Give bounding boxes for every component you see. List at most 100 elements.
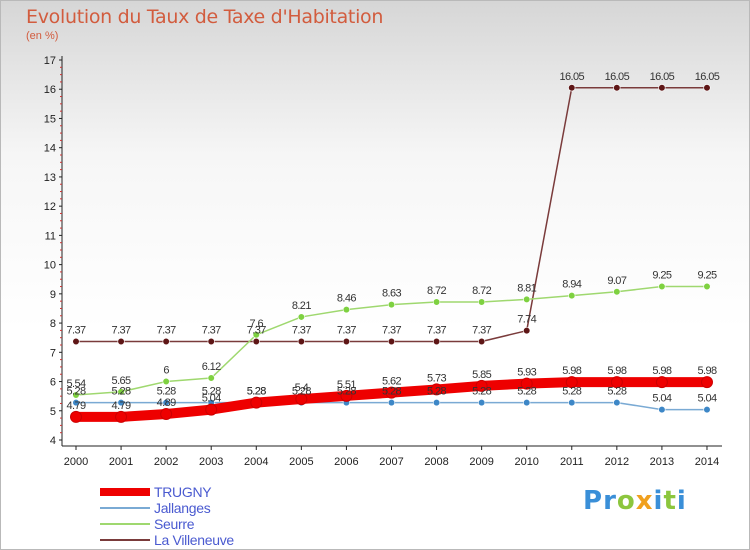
data-label: 7.37 [382,324,401,336]
x-tick-label: 2002 [154,456,178,468]
legend-item-seurre: Seurre [100,516,234,532]
legend-item-jallanges: Jallanges [100,500,234,516]
data-point [658,282,666,291]
legend-label: Jallanges [154,500,211,516]
data-label: 5.98 [697,365,716,377]
data-label: 5.4 [295,382,309,394]
y-tick-label: 11 [45,230,56,242]
data-label: 8.72 [427,285,446,297]
data-label: 16.05 [560,71,585,83]
data-point [72,398,80,407]
data-label: 5.51 [337,379,356,391]
logo-letter: t [663,486,677,516]
data-label: 5.93 [517,367,536,379]
data-point [117,398,125,407]
data-label: 5.28 [202,386,221,398]
data-point [568,84,576,92]
x-tick-label: 2003 [199,456,223,468]
data-label: 7.37 [292,324,311,336]
data-point [115,410,128,423]
data-point [162,398,170,407]
data-label: 5.85 [472,369,491,381]
data-point [523,398,531,407]
data-label: 5.98 [562,365,581,377]
data-point [655,376,668,389]
data-point [387,398,396,407]
data-point [205,403,218,416]
data-label: 5.28 [382,386,401,398]
data-point [72,337,80,346]
y-tick-label: 10 [44,260,56,272]
y-tick-label: 17 [44,55,56,67]
data-label: 7.37 [66,324,85,336]
data-point [700,376,713,389]
data-label: 5.28 [562,386,581,398]
data-label: 5.28 [427,386,446,398]
data-label: 5.04 [202,393,221,405]
logo-letter: P [583,486,604,516]
data-point [568,398,576,407]
data-label: 5.28 [66,386,85,398]
data-point [478,298,486,306]
x-tick-label: 2011 [560,456,584,468]
x-tick-label: 2009 [469,456,493,468]
data-point [162,377,170,386]
y-tick-label: 14 [44,143,56,155]
x-tick-label: 2008 [424,456,448,468]
data-label: 7.37 [427,324,446,336]
data-point [342,306,351,314]
data-label: 5.98 [652,365,671,377]
data-point [387,337,396,346]
data-label: 6.12 [202,361,221,373]
legend-swatch-la-villeneuve [100,539,150,541]
data-point [252,331,260,339]
data-label: 7.37 [112,324,131,336]
data-point [703,282,711,291]
data-label: 16.05 [605,71,630,83]
x-tick-label: 2001 [109,456,133,468]
data-label: 5.04 [652,393,671,405]
data-point [520,377,533,390]
data-label: 4.89 [157,397,176,409]
data-label: 5.04 [697,393,716,405]
x-tick-label: 2010 [514,456,538,468]
data-label: 5.28 [337,386,356,398]
data-point [565,376,578,389]
data-point [117,388,125,396]
legend-item-trugny: TRUGNY [100,484,234,500]
x-tick-label: 2000 [64,456,88,468]
unit-label: (en %) [26,30,59,42]
logo-letter: o [616,486,636,516]
data-point [297,337,305,346]
data-point [117,337,125,346]
data-label: 5.73 [427,372,446,384]
data-label: 8.94 [562,279,581,291]
data-point [297,313,305,321]
data-label: 5.28 [517,386,536,398]
data-point [295,393,308,406]
data-point [432,398,441,407]
data-point [250,396,263,409]
y-tick-label: 8 [50,318,56,330]
y-tick-label: 7 [50,347,56,359]
data-label: 7.37 [337,324,356,336]
data-label: 7.6 [250,318,264,330]
data-point [613,288,621,296]
y-tick-label: 15 [44,113,56,125]
y-tick-label: 12 [44,201,56,213]
data-point [342,337,351,346]
legend: TRUGNY Jallanges Seurre La Villeneuve [100,484,234,548]
data-label: 5.28 [247,386,266,398]
data-point [340,389,353,402]
data-point [658,406,666,414]
data-label: 5.54 [66,378,85,390]
data-point [613,398,621,407]
data-point [430,383,443,396]
legend-swatch-seurre [100,523,150,525]
data-point [523,327,531,335]
legend-swatch-jallanges [100,507,150,509]
data-point [160,407,173,420]
legend-label: TRUGNY [154,484,212,500]
y-tick-label: 13 [44,172,56,184]
